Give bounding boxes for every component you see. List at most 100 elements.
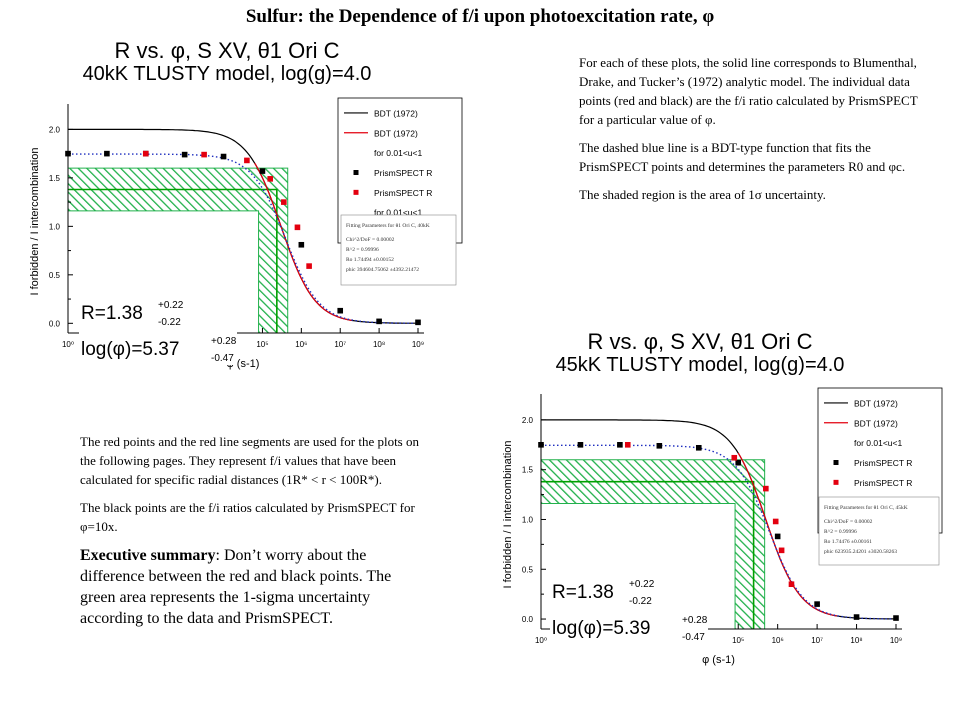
- chart-subtitle: 40kK TLUSTY model, log(g)=4.0: [83, 63, 372, 85]
- legend-swatch-black-square: [353, 170, 359, 175]
- x-tick-label: 10⁸: [373, 340, 385, 349]
- red-data-point: [281, 199, 287, 205]
- result-annotation-bg: [550, 572, 708, 646]
- red-data-point: [778, 547, 785, 554]
- chart-45kk: R vs. φ, S XV, θ1 Ori C 45kK TLUSTY model…: [490, 325, 960, 717]
- red-data-point: [142, 150, 149, 157]
- black-data-point: [695, 444, 702, 451]
- explanation-dashed-line: The dashed blue line is a BDT-type funct…: [579, 140, 906, 174]
- red-points-note: The red points and the red line segments…: [80, 434, 419, 487]
- black-data-point: [65, 150, 71, 157]
- black-data-point: [538, 442, 544, 448]
- x-axis-label: φ (s-1): [702, 654, 735, 666]
- r-value-label: R=1.38: [81, 303, 143, 324]
- y-tick-label: 1.5: [49, 174, 61, 183]
- red-data-point: [201, 151, 207, 158]
- legend-label: BDT (1972): [374, 128, 418, 138]
- x-tick-label: 10⁰: [62, 340, 74, 349]
- legend-label: PrismSPECT R: [854, 478, 912, 488]
- fit-box-row: Chi^2/DoF = 0.00002: [346, 237, 395, 243]
- chart-subtitle: 45kK TLUSTY model, log(g)=4.0: [556, 354, 845, 376]
- explanation-shaded-region: The shaded region is the area of 1σ unce…: [579, 187, 826, 202]
- black-data-point: [376, 318, 382, 325]
- y-tick-label: 1.0: [49, 222, 61, 231]
- explanation-solid-line: For each of these plots, the solid line …: [579, 55, 918, 127]
- executive-summary: Executive summary: Don’t worry about the…: [80, 545, 425, 629]
- red-data-point: [763, 485, 769, 492]
- result-annotation: R=1.38 +0.22 -0.22 log(φ)=5.37 +0.28 -0.47: [79, 293, 237, 365]
- x-tick-label: 10⁸: [850, 636, 862, 645]
- bdt-line-black: [541, 419, 896, 620]
- black-data-point: [814, 601, 820, 607]
- y-tick-label: 0.0: [49, 319, 61, 328]
- logphi-err-minus: -0.47: [682, 632, 705, 643]
- y-tick-label: 2.0: [522, 416, 534, 425]
- red-data-point: [624, 442, 631, 448]
- black-data-point: [181, 151, 188, 158]
- legend-swatch-red-square: [353, 189, 359, 195]
- points-note: The red points and the red line segments…: [80, 432, 425, 638]
- black-data-point: [617, 442, 623, 448]
- y-axis-label: I forbidden / I intercombination: [29, 148, 41, 296]
- red-data-point: [772, 518, 779, 525]
- x-tick-label: 10⁶: [772, 636, 784, 645]
- r-err-minus: -0.22: [158, 317, 181, 328]
- fit-box-row: phic 394604.75062 ±4392.21472: [346, 267, 419, 273]
- red-data-point: [244, 157, 250, 164]
- black-points-note: The black points are the f/i ratios calc…: [80, 500, 415, 534]
- black-data-point: [104, 150, 110, 157]
- executive-summary-label: Executive summary: [80, 547, 216, 564]
- black-data-point: [298, 241, 305, 248]
- red-data-point: [267, 176, 274, 182]
- fit-box-frame: [340, 214, 457, 286]
- x-tick-label: 10⁷: [334, 340, 346, 349]
- black-data-point: [577, 442, 584, 448]
- black-data-point: [220, 153, 227, 160]
- bdt-line-red: [254, 162, 352, 321]
- fit-parameters-box: Fitting Parameters for θ1 Ori C, 40kK Chi…: [340, 214, 457, 286]
- y-tick-label: 0.0: [522, 615, 534, 624]
- fit-box-row: Chi^2/DoF = 0.00002: [824, 519, 873, 525]
- executive-summary-text: : Don’t worry about the difference betwe…: [80, 547, 392, 627]
- x-tick-label: 10⁰: [535, 636, 547, 645]
- black-data-point: [656, 443, 663, 449]
- prismspect-fit-line: [68, 153, 418, 324]
- fit-box-frame: [818, 496, 940, 566]
- r-err-plus: +0.22: [629, 579, 655, 590]
- x-tick-label: 10⁵: [256, 340, 268, 349]
- fit-box-row: R^2 = 0.99996: [346, 247, 379, 253]
- x-tick-label: 10⁷: [811, 636, 823, 645]
- legend-swatch-red-square: [833, 479, 839, 485]
- black-data-point: [415, 319, 421, 326]
- r-err-minus: -0.22: [629, 596, 652, 607]
- legend-label: for 0.01<u<1: [374, 148, 422, 158]
- x-tick-label: 10⁹: [412, 340, 424, 349]
- logphi-err-plus: +0.28: [211, 336, 237, 347]
- black-data-point: [259, 168, 266, 174]
- legend-label: PrismSPECT R: [854, 458, 912, 468]
- chart-title: R vs. φ, S XV, θ1 Ori C: [115, 38, 340, 63]
- black-data-point: [893, 615, 899, 621]
- red-data-point: [788, 581, 795, 587]
- fit-box-row: Ro 1.74494 ±0.00152: [346, 257, 394, 263]
- y-tick-label: 2.0: [49, 125, 61, 134]
- logphi-err-plus: +0.28: [682, 615, 708, 626]
- fit-parameters-box: Fitting Parameters for θ1 Ori C, 45kK Chi…: [818, 496, 940, 566]
- best-fit-crosshair: [541, 480, 755, 629]
- red-data-point: [731, 454, 738, 461]
- y-tick-label: 1.0: [522, 515, 534, 524]
- black-data-point: [337, 307, 344, 314]
- fit-box-title: Fitting Parameters for θ1 Ori C, 40kK: [346, 222, 430, 229]
- legend-label: for 0.01<u<1: [374, 208, 422, 218]
- r-err-plus: +0.22: [158, 300, 184, 311]
- y-tick-label: 0.5: [49, 271, 61, 280]
- black-data-point: [853, 614, 860, 620]
- x-tick-label: 10⁶: [295, 340, 307, 349]
- legend-label: BDT (1972): [854, 418, 898, 428]
- result-annotation-bg: [79, 293, 237, 365]
- explanation-note: For each of these plots, the solid line …: [579, 53, 924, 213]
- r-value-label: R=1.38: [552, 582, 614, 603]
- slide-title: Sulfur: the Dependence of f/i upon photo…: [245, 6, 715, 27]
